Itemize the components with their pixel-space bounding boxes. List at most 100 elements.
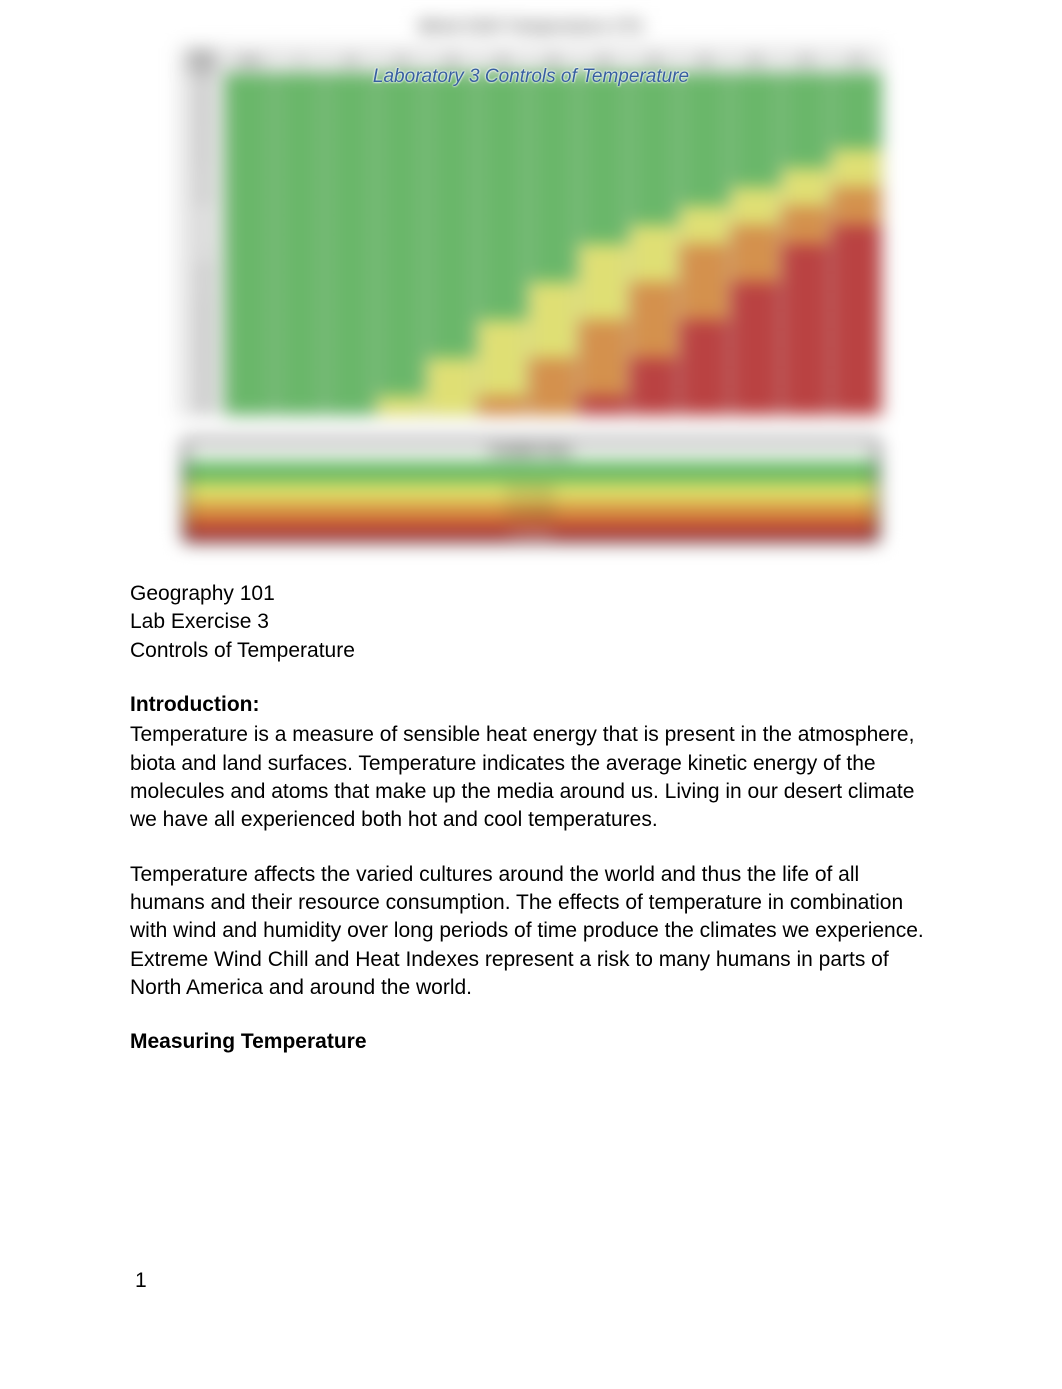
heat-cell: [528, 111, 579, 130]
heat-cell: [275, 130, 326, 149]
heat-row-header: -30: [180, 339, 224, 358]
heat-cell: [831, 301, 882, 320]
heat-cell: [629, 301, 680, 320]
heat-cell: [730, 339, 781, 358]
heat-cell: [781, 244, 832, 263]
course-line: Geography 101: [130, 580, 932, 608]
heat-cell: [325, 301, 376, 320]
heat-cell: [528, 282, 579, 301]
heat-cell: [831, 92, 882, 111]
heat-cell: [781, 339, 832, 358]
heat-cell: [831, 225, 882, 244]
heat-cell: [578, 92, 629, 111]
heat-cell: [578, 358, 629, 377]
heat-cell: [426, 92, 477, 111]
heat-cell: [730, 73, 781, 92]
heat-cell: [426, 168, 477, 187]
heat-cell: [629, 320, 680, 339]
heat-cell: [224, 187, 275, 206]
heat-cell: [325, 187, 376, 206]
heat-cell: [679, 377, 730, 396]
heat-col-header: 40: [629, 49, 680, 73]
heat-col-header: 25: [477, 49, 528, 73]
heat-cell: [426, 339, 477, 358]
document-body: Geography 101 Lab Exercise 3 Controls of…: [130, 580, 932, 1057]
heat-cell: [831, 377, 882, 396]
heat-cell: [477, 206, 528, 225]
heat-row-header: 10: [180, 187, 224, 206]
heat-cell: [275, 320, 326, 339]
heat-cell: [426, 73, 477, 92]
heat-col-header: 15: [376, 49, 427, 73]
heat-row-header: 5: [180, 206, 224, 225]
heat-cell: [730, 358, 781, 377]
heat-cell: [477, 320, 528, 339]
heat-cell: [224, 320, 275, 339]
heat-cell: [629, 130, 680, 149]
heat-cell: [376, 320, 427, 339]
heat-cell: [831, 339, 882, 358]
heat-cell: [831, 320, 882, 339]
heat-cell: [224, 396, 275, 415]
heat-cell: [578, 111, 629, 130]
heat-cell: [730, 225, 781, 244]
heat-cell: [730, 282, 781, 301]
heat-cell: [831, 263, 882, 282]
heat-cell: [781, 396, 832, 415]
heat-cell: [426, 301, 477, 320]
page-number: 1: [135, 1269, 147, 1293]
legend-band: 30 minutes: [186, 482, 876, 503]
subtitle-line: Controls of Temperature: [130, 637, 932, 665]
heat-cell: [376, 282, 427, 301]
legend: Frostbite Times 30 minutes10 minutes5 mi…: [183, 440, 879, 542]
heat-cell: [275, 263, 326, 282]
heat-cell: [528, 339, 579, 358]
heat-cell: [376, 168, 427, 187]
heat-cell: [376, 187, 427, 206]
heat-row-header: -40: [180, 377, 224, 396]
heat-cell: [578, 73, 629, 92]
heat-cell: [426, 358, 477, 377]
heat-cell: [224, 301, 275, 320]
heat-cell: [629, 339, 680, 358]
heat-cell: [781, 206, 832, 225]
heat-cell: [325, 282, 376, 301]
heat-cell: [477, 396, 528, 415]
heat-cell: [578, 149, 629, 168]
heat-cell: [426, 187, 477, 206]
heat-cell: [275, 92, 326, 111]
heat-cell: [275, 206, 326, 225]
heat-cell: [426, 396, 477, 415]
heat-cell: [426, 149, 477, 168]
heat-cell: [629, 168, 680, 187]
heat-cell: [477, 263, 528, 282]
heat-cell: [730, 206, 781, 225]
heat-cell: [730, 168, 781, 187]
heat-cell: [679, 339, 730, 358]
heat-cell: [325, 168, 376, 187]
heat-row-header: -25: [180, 320, 224, 339]
heat-cell: [781, 263, 832, 282]
heat-cell: [629, 377, 680, 396]
heat-row-header: 30: [180, 111, 224, 130]
heat-col-header: 10: [325, 49, 376, 73]
heat-cell: [578, 339, 629, 358]
heat-cell: [831, 187, 882, 206]
heat-cell: [679, 263, 730, 282]
heat-cell: [376, 358, 427, 377]
heat-cell: [629, 73, 680, 92]
heat-cell: [325, 396, 376, 415]
heat-table: Wind (mph)Calm51015202530354045505560 40…: [179, 48, 883, 416]
heat-cell: [528, 130, 579, 149]
heat-cell: [376, 396, 427, 415]
measuring-heading: Measuring Temperature: [130, 1028, 932, 1056]
heat-cell: [477, 187, 528, 206]
heat-cell: [578, 206, 629, 225]
heat-col-header: 20: [426, 49, 477, 73]
intro-paragraph-1: Temperature is a measure of sensible hea…: [130, 721, 932, 834]
heat-cell: [275, 358, 326, 377]
heat-row-header: 15: [180, 168, 224, 187]
heat-cell: [831, 149, 882, 168]
heat-cell: [325, 73, 376, 92]
heat-cell: [831, 244, 882, 263]
